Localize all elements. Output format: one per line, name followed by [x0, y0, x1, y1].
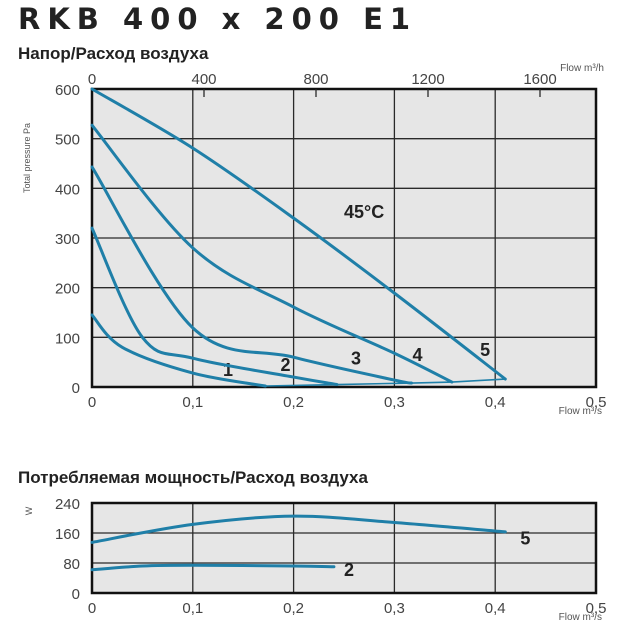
y-tick-label: 600 [55, 82, 80, 99]
x-tick-label: 0,2 [283, 394, 304, 411]
y-tick-label: 100 [55, 330, 80, 347]
x2-tick-label: 800 [303, 71, 328, 88]
y-axis-label: W [24, 506, 34, 515]
series-label-2: 2 [280, 355, 290, 375]
x-axis-label: Flow m³/s [559, 612, 602, 623]
x2-tick-label: 1200 [411, 71, 444, 88]
x-tick-label: 0 [88, 394, 96, 411]
series-label-2: 2 [344, 560, 354, 580]
series-line-2 [90, 226, 339, 387]
series-line-5 [90, 87, 507, 381]
y-tick-label: 500 [55, 132, 80, 149]
x-tick-label: 0,3 [384, 394, 405, 411]
x2-tick-label: 0 [88, 71, 96, 88]
x-tick-label: 0,4 [485, 600, 506, 617]
x2-axis-label: Flow m³/h [560, 63, 604, 74]
y-tick-label: 240 [55, 496, 80, 513]
chart-title-power: Потребляемая мощность/Расход воздуха [18, 468, 368, 487]
series-line-2 [90, 563, 336, 572]
y-tick-label: 80 [63, 556, 80, 573]
series-label-1: 1 [223, 360, 233, 380]
series-label-3: 3 [351, 349, 361, 369]
series-line-3 [90, 165, 414, 385]
x-tick-label: 0,4 [485, 394, 506, 411]
x-tick-label: 0,1 [182, 600, 203, 617]
y-axis-label: Total pressure Pa [22, 123, 32, 193]
series-label-5: 5 [480, 340, 490, 360]
series-line-4 [90, 123, 454, 384]
series-label-4: 4 [413, 345, 423, 365]
y-tick-label: 0 [72, 586, 80, 603]
series-line-1 [90, 313, 267, 388]
y-tick-label: 300 [55, 231, 80, 248]
x-tick-label: 0,3 [384, 600, 405, 617]
y-tick-label: 400 [55, 181, 80, 198]
x2-tick-label: 1600 [523, 71, 556, 88]
x-tick-label: 0,2 [283, 600, 304, 617]
y-tick-label: 0 [72, 380, 80, 397]
plot-frame [90, 501, 598, 595]
x-tick-label: 0 [88, 600, 96, 617]
chart-title-pressure: Напор/Расход воздуха [18, 44, 209, 63]
y-tick-label: 200 [55, 281, 80, 298]
series-label-5: 5 [520, 528, 530, 548]
x-tick-label: 0,5 [586, 394, 607, 411]
annotation-label: 45°C [344, 202, 384, 222]
y-tick-label: 160 [55, 526, 80, 543]
plot-frame [90, 87, 598, 389]
page-title: RKB 400 x 200 E1 [18, 2, 418, 36]
series-line-5 [90, 514, 507, 544]
x-tick-label: 0,5 [586, 600, 607, 617]
x-axis-label: Flow m³/s [559, 406, 602, 417]
x-tick-label: 0,1 [182, 394, 203, 411]
x2-tick-label: 400 [191, 71, 216, 88]
